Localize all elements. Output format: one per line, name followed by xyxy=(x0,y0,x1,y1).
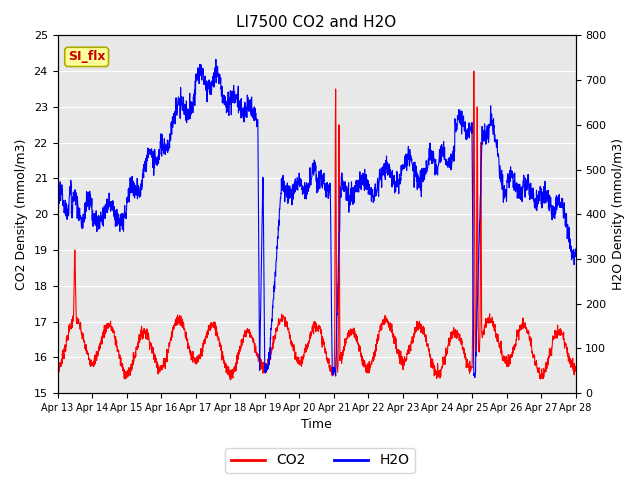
Title: LI7500 CO2 and H2O: LI7500 CO2 and H2O xyxy=(236,15,397,30)
X-axis label: Time: Time xyxy=(301,419,332,432)
Y-axis label: H2O Density (mmol/m3): H2O Density (mmol/m3) xyxy=(612,138,625,290)
Text: SI_flx: SI_flx xyxy=(68,50,106,63)
Y-axis label: CO2 Density (mmol/m3): CO2 Density (mmol/m3) xyxy=(15,139,28,290)
Legend: CO2, H2O: CO2, H2O xyxy=(225,448,415,473)
